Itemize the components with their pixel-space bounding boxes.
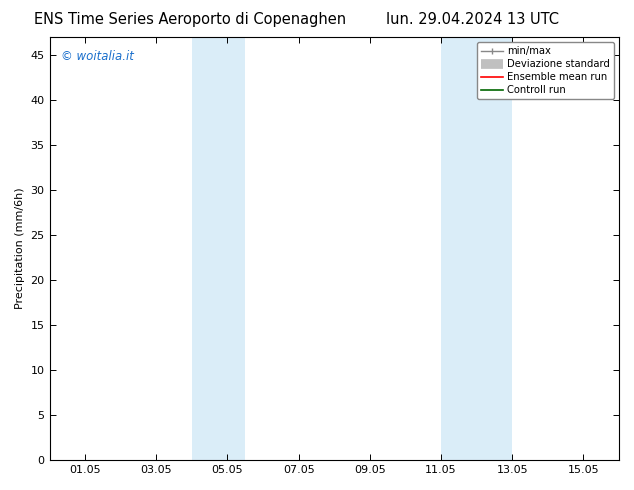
- Text: © woitalia.it: © woitalia.it: [61, 50, 134, 63]
- Y-axis label: Precipitation (mm/6h): Precipitation (mm/6h): [15, 188, 25, 309]
- Text: lun. 29.04.2024 13 UTC: lun. 29.04.2024 13 UTC: [386, 12, 559, 27]
- Text: ENS Time Series Aeroporto di Copenaghen: ENS Time Series Aeroporto di Copenaghen: [34, 12, 346, 27]
- Legend: min/max, Deviazione standard, Ensemble mean run, Controll run: min/max, Deviazione standard, Ensemble m…: [477, 42, 614, 99]
- Bar: [192, 37, 245, 460]
- Bar: [441, 37, 512, 460]
